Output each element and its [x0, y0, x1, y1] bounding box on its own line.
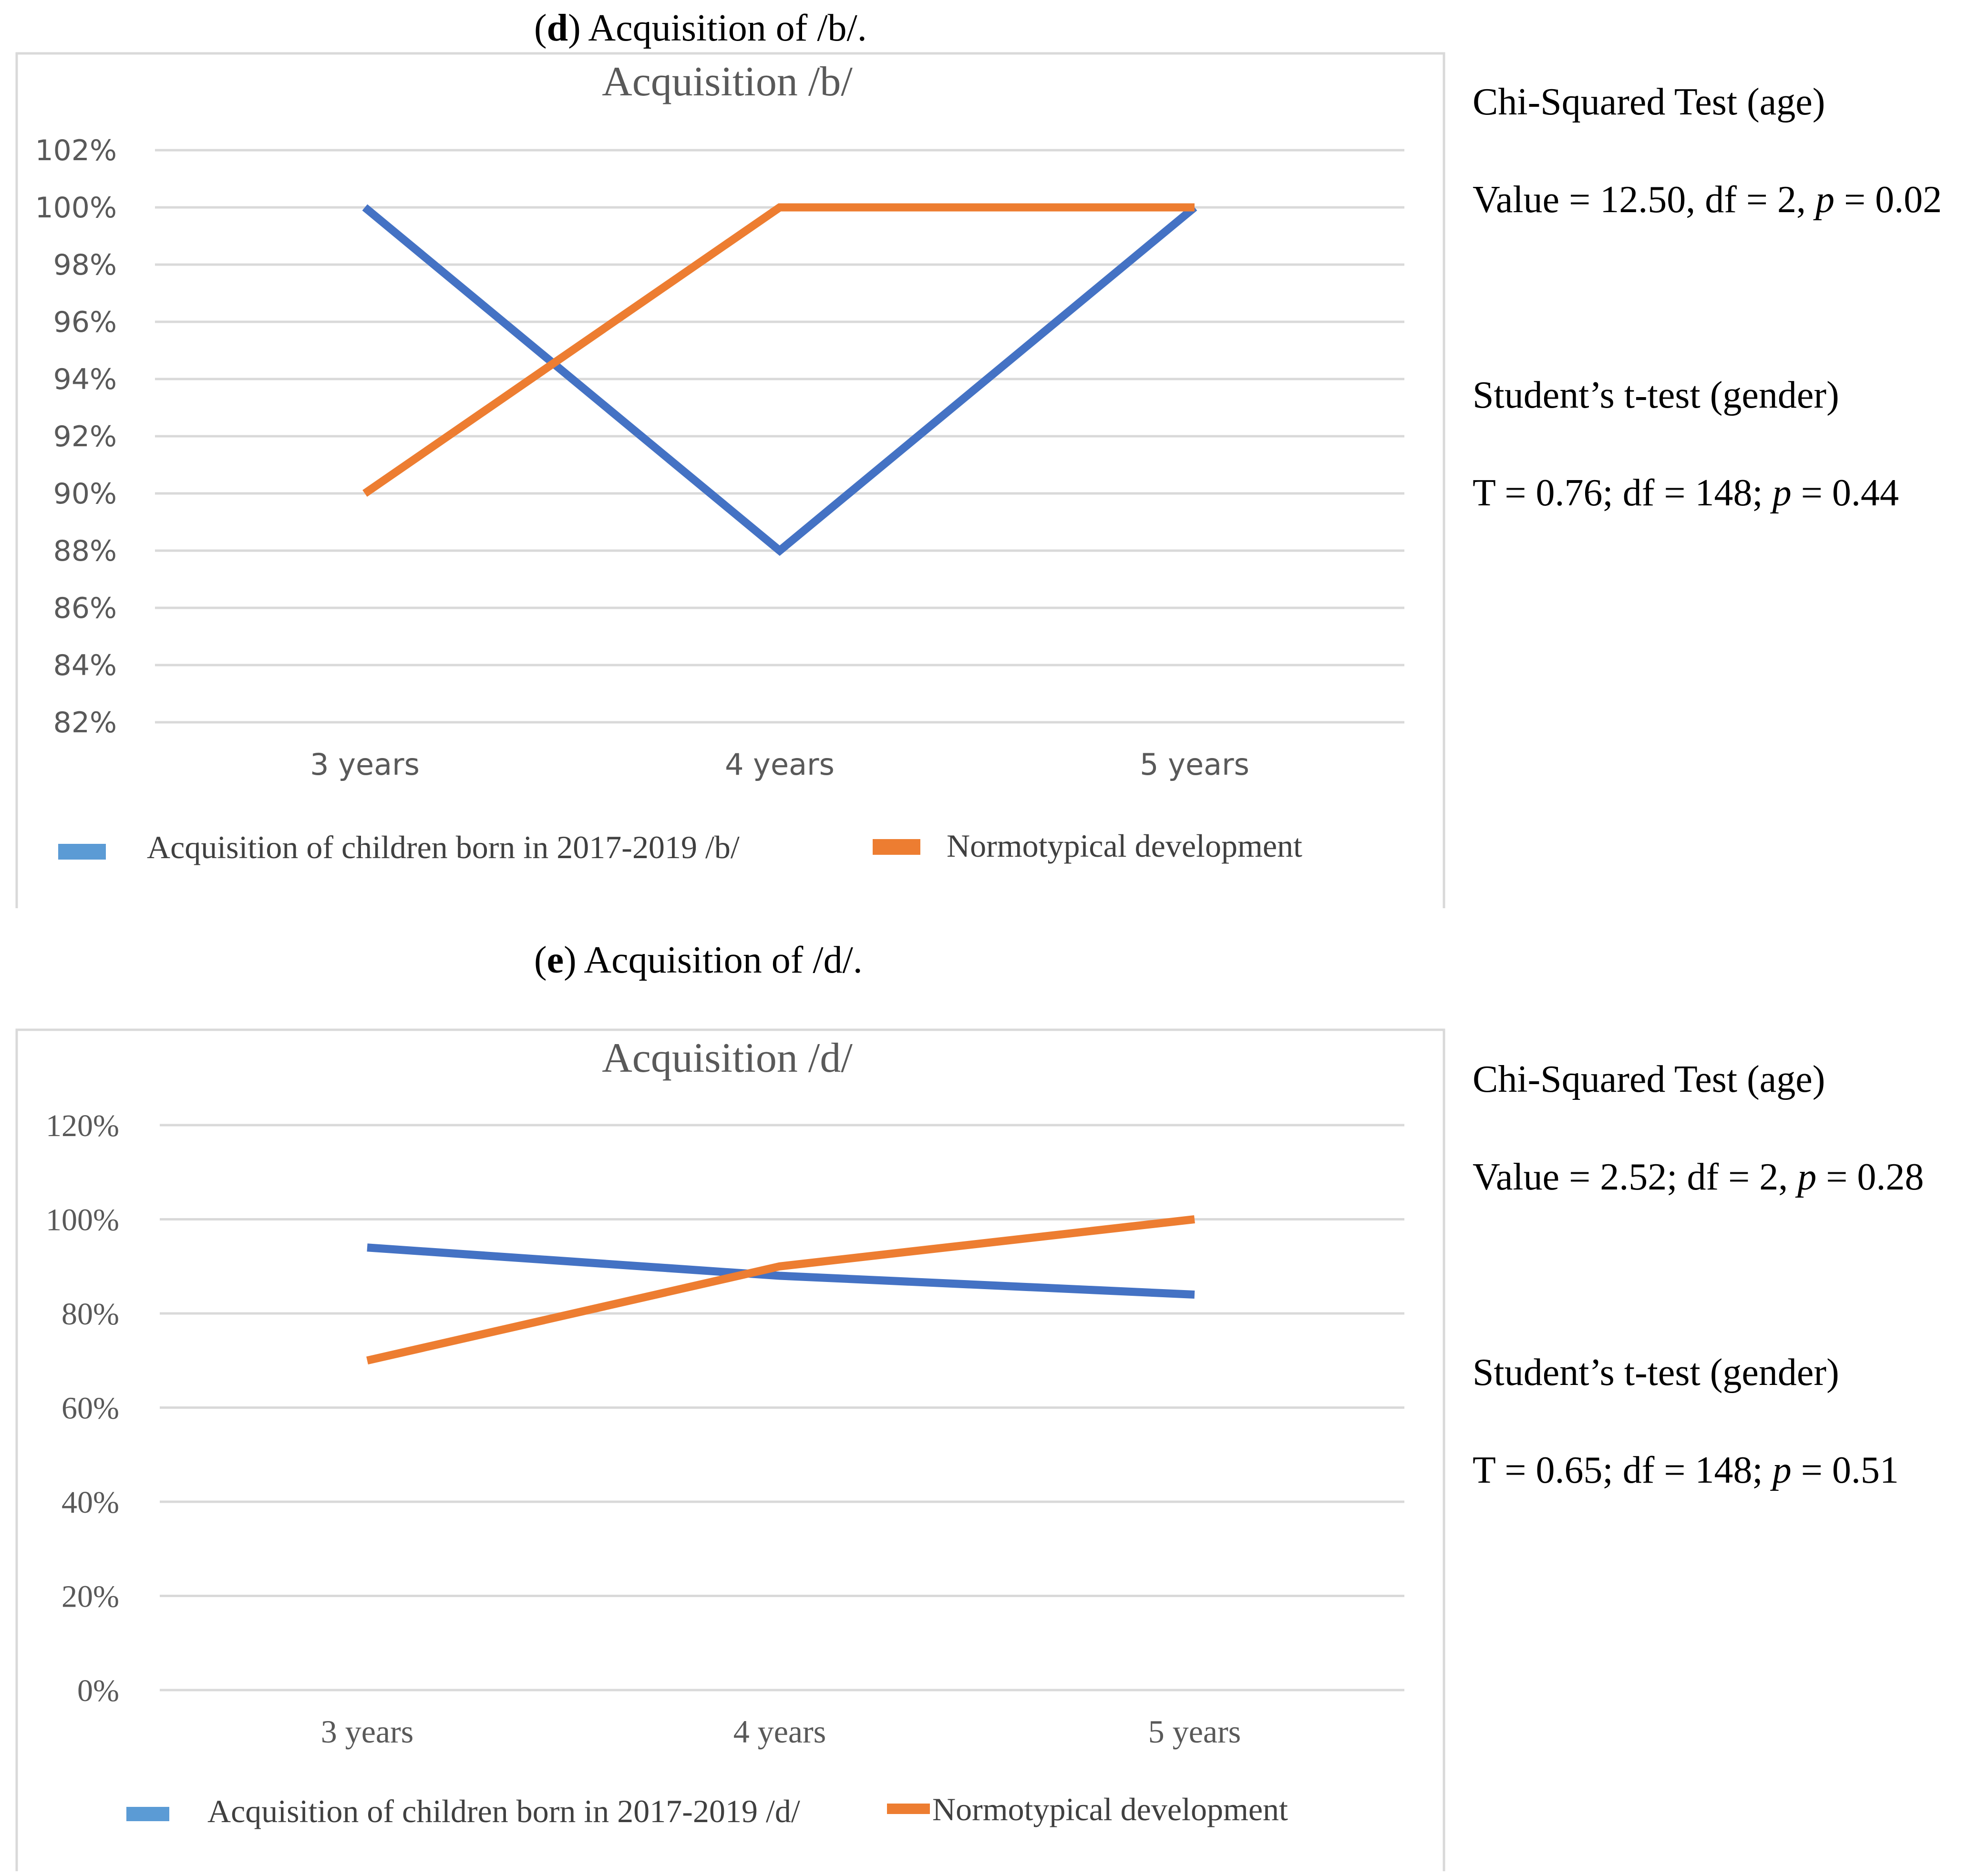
- caption-d-letter: d: [547, 7, 568, 49]
- chart-e-y-tick-label: 60%: [62, 1391, 119, 1426]
- chart-e-series-line-children: [367, 1243, 1195, 1299]
- chart-e-x-tick-label: 3 years: [321, 1713, 413, 1750]
- stats-d-t-value-prefix: T = 0.76; df = 148;: [1473, 472, 1773, 514]
- chart-e-gridlines: [160, 1124, 1404, 1691]
- caption-d-text: ) Acquisition of /b/.: [568, 7, 867, 49]
- chart-d-y-tick-label: 100%: [35, 191, 117, 225]
- chart-d-y-tick-label: 90%: [53, 477, 117, 511]
- chart-d-x-tick-label: 5 years: [1140, 747, 1249, 782]
- stats-e-t-value-suffix: = 0.51: [1792, 1449, 1899, 1491]
- chart-d-y-tick-label: 82%: [53, 706, 117, 739]
- chart-e-y-tick-label: 120%: [46, 1108, 119, 1143]
- caption-e-text: ) Acquisition of /d/.: [564, 939, 863, 981]
- chart-d-y-tick-label: 98%: [53, 248, 117, 282]
- chart-d-gridlines: [155, 149, 1404, 724]
- stats-d-chi-value-prefix: Value = 12.50, df = 2,: [1473, 179, 1815, 221]
- chart-d-y-tick-label: 94%: [53, 363, 117, 396]
- chart-d-y-tick-label: 88%: [53, 534, 117, 568]
- chart-d-series-line-normotypical: [362, 203, 1195, 497]
- stats-e-t-value: T = 0.65; df = 148; p = 0.51: [1473, 1449, 1899, 1491]
- chart-e-series-line-normotypical: [366, 1215, 1195, 1365]
- chart-e-y-axis: 120% 100% 80% 60% 40% 20% 0%: [46, 1108, 119, 1708]
- chart-e-y-tick-label: 40%: [62, 1485, 119, 1520]
- chart-d-series-line-children: [362, 204, 1197, 556]
- legend-e-swatch-normotypical: [887, 1804, 930, 1814]
- stats-d-t-title: Student’s t-test (gender): [1473, 374, 1839, 416]
- chart-e-title: Acquisition /d/: [602, 1035, 853, 1081]
- stats-e-t-title: Student’s t-test (gender): [1473, 1352, 1839, 1394]
- chart-d-x-axis: 3 years 4 years 5 years: [310, 747, 1249, 782]
- stats-d-t-value: T = 0.76; df = 148; p = 0.44: [1473, 472, 1899, 514]
- legend-e-label-children: Acquisition of children born in 2017-201…: [207, 1793, 800, 1829]
- stats-d: Chi-Squared Test (age) Value = 12.50, df…: [1473, 81, 1942, 514]
- chart-e-y-tick-label: 20%: [62, 1579, 119, 1614]
- caption-e-letter: e: [547, 939, 564, 981]
- chart-d-y-tick-label: 86%: [53, 592, 117, 625]
- legend-e-swatch-children: [126, 1807, 169, 1821]
- chart-e-frame: [15, 1028, 1445, 1871]
- stats-e: Chi-Squared Test (age) Value = 2.52; df …: [1473, 1058, 1924, 1491]
- stats-e-t-p: p: [1770, 1449, 1792, 1491]
- chart-d-y-tick-label: 96%: [53, 306, 117, 339]
- panel-e: (e) Acquisition of /d/. Acquisition /d/ …: [15, 939, 1924, 1871]
- chart-d-x-tick-label: 4 years: [725, 747, 835, 782]
- legend-d-label-children: Acquisition of children born in 2017-201…: [147, 829, 740, 865]
- chart-d-y-tick-label: 84%: [53, 649, 117, 682]
- chart-d-y-tick-label: 102%: [35, 134, 117, 167]
- chart-d-y-axis: 102% 100% 98% 96% 94% 92% 90% 88% 86% 84% 82%: [35, 134, 117, 739]
- legend-e-label-normotypical: Normotypical development: [932, 1791, 1288, 1827]
- stats-e-chi-value-suffix: = 0.28: [1816, 1156, 1924, 1198]
- chart-e-y-tick-label: 80%: [62, 1297, 119, 1332]
- stats-e-chi-p: p: [1795, 1156, 1816, 1198]
- stats-d-chi-title: Chi-Squared Test (age): [1473, 81, 1825, 123]
- legend-d-label-normotypical: Normotypical development: [947, 828, 1302, 864]
- chart-d-frame: [15, 52, 1445, 908]
- stats-d-t-p: p: [1770, 472, 1792, 514]
- chart-e-x-axis: 3 years 4 years 5 years: [321, 1713, 1241, 1750]
- stats-d-t-value-suffix: = 0.44: [1792, 472, 1899, 514]
- chart-e-x-tick-label: 4 years: [733, 1713, 826, 1750]
- chart-d-x-tick-label: 3 years: [310, 747, 420, 782]
- chart-d-series: [362, 203, 1197, 556]
- caption-d: (d) Acquisition of /b/.: [534, 7, 867, 49]
- chart-e-x-tick-label: 5 years: [1148, 1713, 1241, 1750]
- chart-e-y-tick-label: 100%: [46, 1203, 119, 1238]
- stats-e-chi-value: Value = 2.52; df = 2, p = 0.28: [1473, 1156, 1924, 1198]
- chart-d-y-tick-label: 92%: [53, 420, 117, 453]
- stats-d-chi-value: Value = 12.50, df = 2, p = 0.02: [1473, 179, 1942, 221]
- panel-d: (d) Acquisition of /b/. Acquisition /b/ …: [15, 7, 1942, 908]
- caption-e: (e) Acquisition of /d/.: [534, 939, 863, 981]
- stats-e-chi-title: Chi-Squared Test (age): [1473, 1058, 1825, 1100]
- stats-d-chi-p: p: [1813, 179, 1835, 221]
- legend-d-swatch-children: [58, 844, 106, 860]
- chart-d-title: Acquisition /b/: [602, 59, 853, 105]
- chart-e-series: [366, 1215, 1195, 1365]
- stats-d-chi-value-suffix: = 0.02: [1835, 179, 1942, 221]
- stats-e-t-value-prefix: T = 0.65; df = 148;: [1473, 1449, 1773, 1491]
- legend-d-swatch-normotypical: [873, 839, 920, 855]
- chart-e-y-tick-label: 0%: [77, 1673, 119, 1708]
- stats-e-chi-value-prefix: Value = 2.52; df = 2,: [1473, 1156, 1797, 1198]
